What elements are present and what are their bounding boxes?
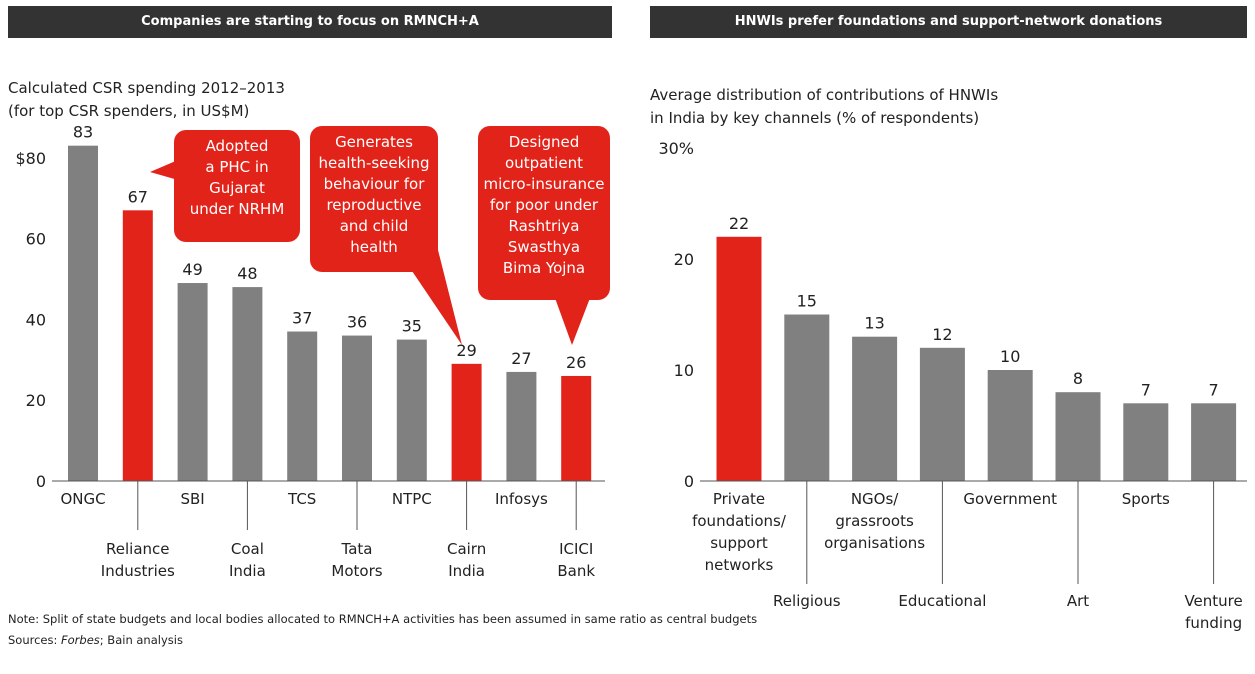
- x-tick-label: NTPC: [391, 490, 432, 508]
- value-label: 15: [797, 292, 817, 311]
- value-label: 27: [511, 349, 531, 368]
- value-label: 48: [237, 264, 257, 283]
- bar: [987, 370, 1033, 481]
- x-tick-label: Infosys: [494, 490, 548, 508]
- chart-title: Average distribution of contributions of…: [650, 86, 999, 127]
- bar: [342, 335, 372, 481]
- y-tick-label: 0: [36, 472, 46, 491]
- bar: [1191, 403, 1237, 481]
- x-tick-label: Educational: [898, 592, 987, 610]
- value-label: 7: [1141, 380, 1151, 399]
- sources-italic: Forbes: [61, 633, 100, 647]
- x-tick-label: SBI: [180, 490, 205, 508]
- value-label: 12: [932, 325, 952, 344]
- value-label: 37: [292, 309, 312, 328]
- y-tick-label: 20: [26, 391, 46, 410]
- value-label: 36: [347, 313, 367, 332]
- value-label: 29: [456, 341, 476, 360]
- value-label: 67: [128, 187, 148, 206]
- x-tick-label: Private foundations/ support networks: [692, 490, 786, 574]
- y-tick-label: 20: [674, 250, 694, 269]
- y-tick-label: 30%: [658, 139, 694, 158]
- value-label: 26: [566, 353, 586, 372]
- value-label: 7: [1209, 380, 1219, 399]
- value-label: 83: [73, 123, 93, 142]
- x-tick-label: Sports: [1121, 490, 1170, 508]
- footnote: Note: Split of state budgets and local b…: [8, 612, 758, 626]
- x-tick-label: NGOs/ grassroots organisations: [824, 490, 926, 552]
- bar: [919, 347, 965, 481]
- value-label: 49: [182, 260, 202, 279]
- y-tick-label: $80: [15, 149, 46, 168]
- value-label: 22: [729, 214, 749, 233]
- x-tick-label: ONGC: [60, 490, 106, 508]
- bar: [451, 363, 482, 481]
- x-tick-label: Government: [963, 490, 1057, 508]
- callout: Designed outpatient micro-insurance for …: [478, 126, 610, 300]
- callout-pointer: [410, 250, 462, 345]
- x-tick-label: Art: [1066, 592, 1090, 610]
- y-tick-label: 60: [26, 230, 46, 249]
- bar: [506, 371, 537, 481]
- bar: [784, 314, 830, 481]
- panel-header: HNWIs prefer foundations and support-net…: [650, 6, 1247, 38]
- bar: [68, 145, 98, 481]
- x-tick-label: Coal India: [228, 540, 266, 580]
- bar: [177, 283, 208, 481]
- x-tick-label: Cairn India: [446, 540, 487, 580]
- bar: [561, 375, 592, 481]
- callout-pointer: [555, 298, 590, 345]
- panel-header: Companies are starting to focus on RMNCH…: [8, 6, 612, 38]
- value-label: 13: [864, 314, 884, 333]
- sources-rest: ; Bain analysis: [99, 633, 183, 647]
- y-tick-label: 10: [674, 361, 694, 380]
- callout: Adopted a PHC in Gujarat under NRHM: [174, 130, 300, 242]
- bar: [716, 236, 762, 481]
- x-tick-label: Religious: [773, 592, 841, 610]
- value-label: 8: [1073, 369, 1083, 388]
- bar: [287, 331, 318, 481]
- x-tick-label: ICICI Bank: [557, 540, 596, 580]
- y-tick-label: 0: [684, 472, 694, 491]
- sources-label: Sources:: [8, 633, 62, 647]
- value-label: 35: [402, 317, 422, 336]
- bar: [232, 287, 263, 481]
- x-tick-label: Venture funding: [1184, 592, 1243, 632]
- bar: [1123, 403, 1169, 481]
- y-tick-label: 40: [26, 310, 46, 329]
- chart-title: Calculated CSR spending 2012–2013 (for t…: [8, 79, 285, 120]
- x-tick-label: Tata Motors: [331, 540, 383, 580]
- callout-pointer: [150, 160, 178, 180]
- x-tick-label: Reliance Industries: [100, 540, 175, 580]
- bar: [1055, 392, 1101, 481]
- bar: [396, 339, 427, 481]
- value-label: 10: [1000, 347, 1020, 366]
- bar: [122, 210, 153, 481]
- bar: [852, 336, 898, 481]
- x-tick-label: TCS: [288, 490, 317, 508]
- callout: Generates health-seeking behaviour for r…: [310, 126, 438, 272]
- sources: Sources: Forbes; Bain analysis: [8, 633, 183, 647]
